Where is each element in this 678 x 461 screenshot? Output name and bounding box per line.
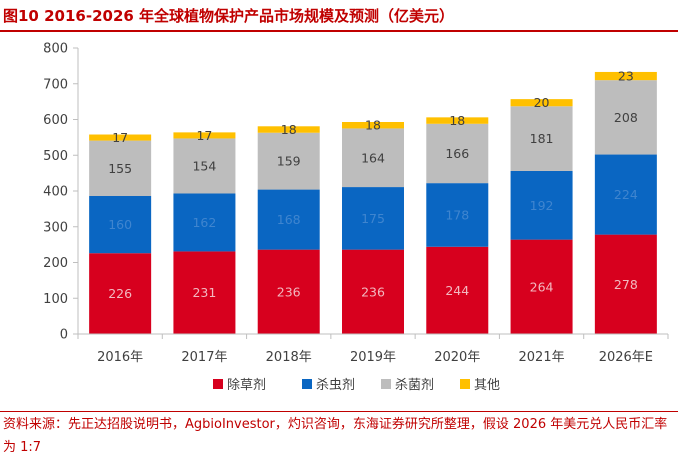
legend-label: 杀虫剂 — [316, 378, 355, 393]
legend-label: 杀菌剂 — [395, 378, 434, 393]
y-tick-label: 700 — [43, 77, 68, 92]
legend-swatch — [460, 379, 470, 389]
bar-segment — [594, 234, 657, 334]
bar-segment — [510, 239, 573, 334]
bar-segment — [510, 99, 573, 107]
data-label: 160 — [108, 217, 132, 232]
bar-segment — [257, 126, 320, 133]
y-axis: 0 100 200 300 400 500 600 700 800 — [43, 42, 79, 343]
bar-segment — [89, 196, 152, 254]
data-label: 168 — [277, 212, 301, 227]
data-label: 224 — [614, 187, 638, 202]
data-label: 17 — [112, 130, 128, 145]
legend-label: 除草剂 — [227, 378, 266, 393]
data-label: 18 — [365, 118, 381, 133]
y-tick-label: 500 — [43, 149, 68, 164]
bar-segment — [426, 246, 489, 334]
bar-segment — [342, 187, 404, 250]
bar-segment — [594, 154, 657, 235]
data-label: 226 — [108, 286, 132, 301]
data-label: 244 — [445, 283, 469, 298]
bar-segment — [342, 122, 404, 129]
bar-segment — [426, 117, 489, 124]
bar-segment — [89, 253, 152, 334]
y-tick-label: 800 — [43, 42, 68, 57]
data-label: 23 — [618, 69, 634, 84]
y-tick-label: 300 — [43, 220, 68, 235]
bars: 226 160 155 17 231 162 154 17 236 168 159 18 236 175 1… — [89, 69, 657, 334]
legend-swatch — [302, 379, 312, 389]
bar-segment — [173, 138, 236, 194]
data-label: 231 — [192, 285, 216, 300]
data-label: 159 — [277, 154, 301, 169]
data-label: 181 — [530, 131, 554, 146]
y-tick-label: 200 — [43, 256, 68, 271]
bar-segment — [510, 106, 573, 171]
data-label: 192 — [530, 198, 554, 213]
title-divider — [0, 30, 678, 32]
x-tick-label: 2017年 — [181, 350, 227, 365]
chart-title: 图10 2016-2026 年全球植物保护产品市场规模及预测（亿美元） — [3, 7, 455, 25]
bar-segment — [257, 249, 320, 334]
x-tick-label: 2026年E — [599, 350, 653, 365]
data-label: 208 — [614, 110, 638, 125]
data-label: 175 — [361, 211, 385, 226]
bar-segment — [173, 132, 236, 139]
data-label: 20 — [534, 95, 550, 110]
data-label: 18 — [281, 122, 297, 137]
legend-label: 其他 — [474, 378, 500, 393]
y-tick-label: 0 — [60, 328, 68, 343]
x-tick-label: 2018年 — [266, 350, 312, 365]
bar-segment — [257, 189, 320, 250]
bar-segment — [342, 249, 404, 334]
data-label: 236 — [277, 284, 301, 299]
data-label: 278 — [614, 277, 638, 292]
data-label: 162 — [192, 215, 216, 230]
data-label: 155 — [108, 161, 132, 176]
data-label: 18 — [449, 113, 465, 128]
x-tick-label: 2016年 — [97, 350, 143, 365]
x-axis: 2016年 2017年 2018年 2019年 2020年 2021年 2026年E — [77, 333, 669, 365]
bar-segment — [426, 183, 489, 247]
source-note: 资料来源：先正达招股说明书，AgbioInvestor，灼识咨询，东海证券研究所… — [3, 417, 668, 455]
data-label: 166 — [445, 146, 469, 161]
bar-segment — [594, 71, 657, 81]
y-tick-label: 600 — [43, 113, 68, 128]
data-label: 164 — [361, 150, 385, 165]
data-label: 17 — [196, 128, 212, 143]
bar-segment — [173, 193, 236, 252]
bar-segment — [510, 170, 573, 240]
bar-segment — [89, 140, 152, 197]
x-tick-label: 2021年 — [519, 350, 565, 365]
y-tick-label: 400 — [43, 185, 68, 200]
bar-segment — [173, 251, 236, 334]
bar-segment — [257, 132, 320, 190]
data-label: 154 — [192, 158, 216, 173]
bar-segment — [426, 123, 489, 184]
x-tick-label: 2020年 — [434, 350, 480, 365]
x-tick-label: 2019年 — [350, 350, 396, 365]
data-label: 236 — [361, 284, 385, 299]
legend: 除草剂 杀虫剂 杀菌剂 其他 — [213, 378, 500, 393]
bar-segment — [594, 80, 657, 155]
legend-swatch — [381, 379, 391, 389]
data-label: 178 — [445, 207, 469, 222]
legend-swatch — [213, 379, 223, 389]
source-divider — [0, 411, 678, 412]
bar-segment — [342, 128, 404, 188]
bar-segment — [89, 134, 152, 141]
y-tick-label: 100 — [43, 292, 68, 307]
data-label: 264 — [530, 279, 554, 294]
